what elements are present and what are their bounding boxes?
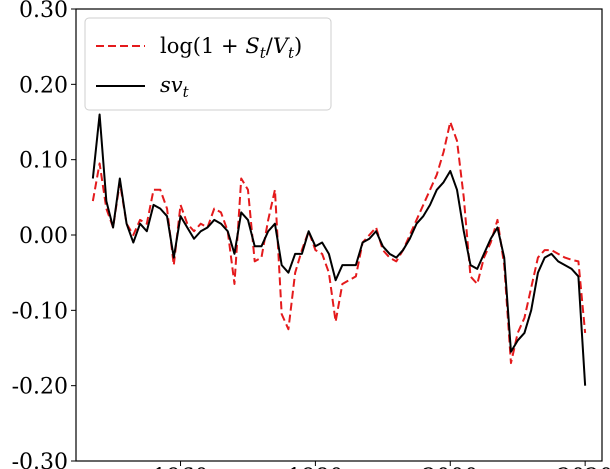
y-tick-labels: -0.30 -0.20 -0.10 0.00 0.10 0.20 0.30 xyxy=(12,0,68,469)
legend-label-sv: svt xyxy=(160,73,190,101)
x-tick-labels: 1960 1980 2000 2020 xyxy=(153,465,610,469)
y-tick-label: -0.20 xyxy=(12,375,68,400)
x-tick-label: 1980 xyxy=(287,465,343,469)
legend-sub-t1: t xyxy=(260,44,267,62)
x-tick-label: 1960 xyxy=(153,465,209,469)
y-tick-label: -0.30 xyxy=(12,450,68,469)
legend-log-text: log(1 + xyxy=(160,34,245,58)
plot-frame xyxy=(75,8,603,462)
legend-sub-t: t xyxy=(183,83,190,101)
y-tick-label: 0.20 xyxy=(19,73,68,98)
legend-close-paren: ) xyxy=(294,34,302,58)
series-line-log-ratio xyxy=(91,121,587,365)
y-tick-label: 0.10 xyxy=(19,149,68,174)
legend-V: V xyxy=(273,34,290,58)
x-tick-label: 2020 xyxy=(557,465,610,469)
y-tick-label: -0.10 xyxy=(12,299,68,324)
legend: log(1 + St/Vt) svt xyxy=(84,17,332,111)
series-layer xyxy=(91,113,587,386)
x-tick-label: 2000 xyxy=(422,465,478,469)
axis-ticks xyxy=(71,8,586,466)
legend-sub-t2: t xyxy=(288,44,295,62)
series-line-sv xyxy=(91,113,587,386)
legend-label-log-ratio: log(1 + St/Vt) xyxy=(160,34,302,62)
y-tick-label: 0.30 xyxy=(19,0,68,23)
legend-sv-text: sv xyxy=(160,73,183,97)
legend-slash: / xyxy=(266,34,274,58)
legend-S: S xyxy=(245,34,259,58)
legend-frame xyxy=(84,17,332,111)
y-tick-label: 0.00 xyxy=(19,224,68,249)
